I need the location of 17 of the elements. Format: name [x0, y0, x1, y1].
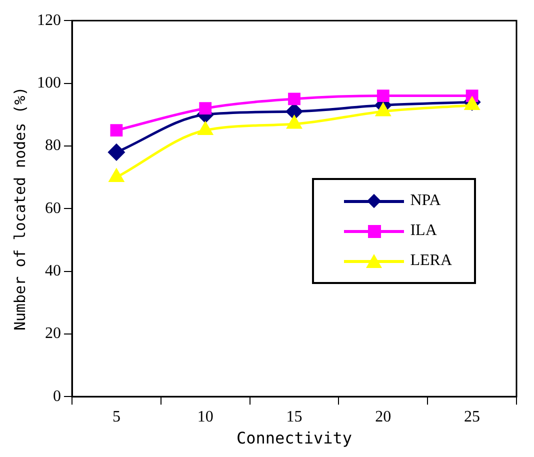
y-tick-label: 60	[45, 200, 61, 217]
x-tick-label: 20	[375, 408, 392, 426]
y-tick-label: 100	[37, 74, 61, 92]
legend-label: NPA	[410, 192, 441, 210]
y-tick-label: 0	[53, 388, 61, 405]
legend-label: LERA	[410, 252, 452, 270]
y-axis-title: Number of located nodes (%)	[10, 86, 29, 331]
legend-label: ILA	[410, 222, 437, 240]
y-tick-label: 20	[45, 325, 61, 342]
y-tick-label: 40	[45, 262, 61, 280]
x-tick-label: 15	[286, 408, 302, 426]
x-tick-label: 10	[197, 408, 214, 426]
x-tick-label: 5	[112, 408, 120, 426]
y-tick-label: 120	[37, 12, 61, 29]
x-axis-title: Connectivity	[236, 428, 352, 448]
x-tick-label: 25	[464, 408, 480, 426]
y-tick-label: 80	[45, 137, 61, 154]
